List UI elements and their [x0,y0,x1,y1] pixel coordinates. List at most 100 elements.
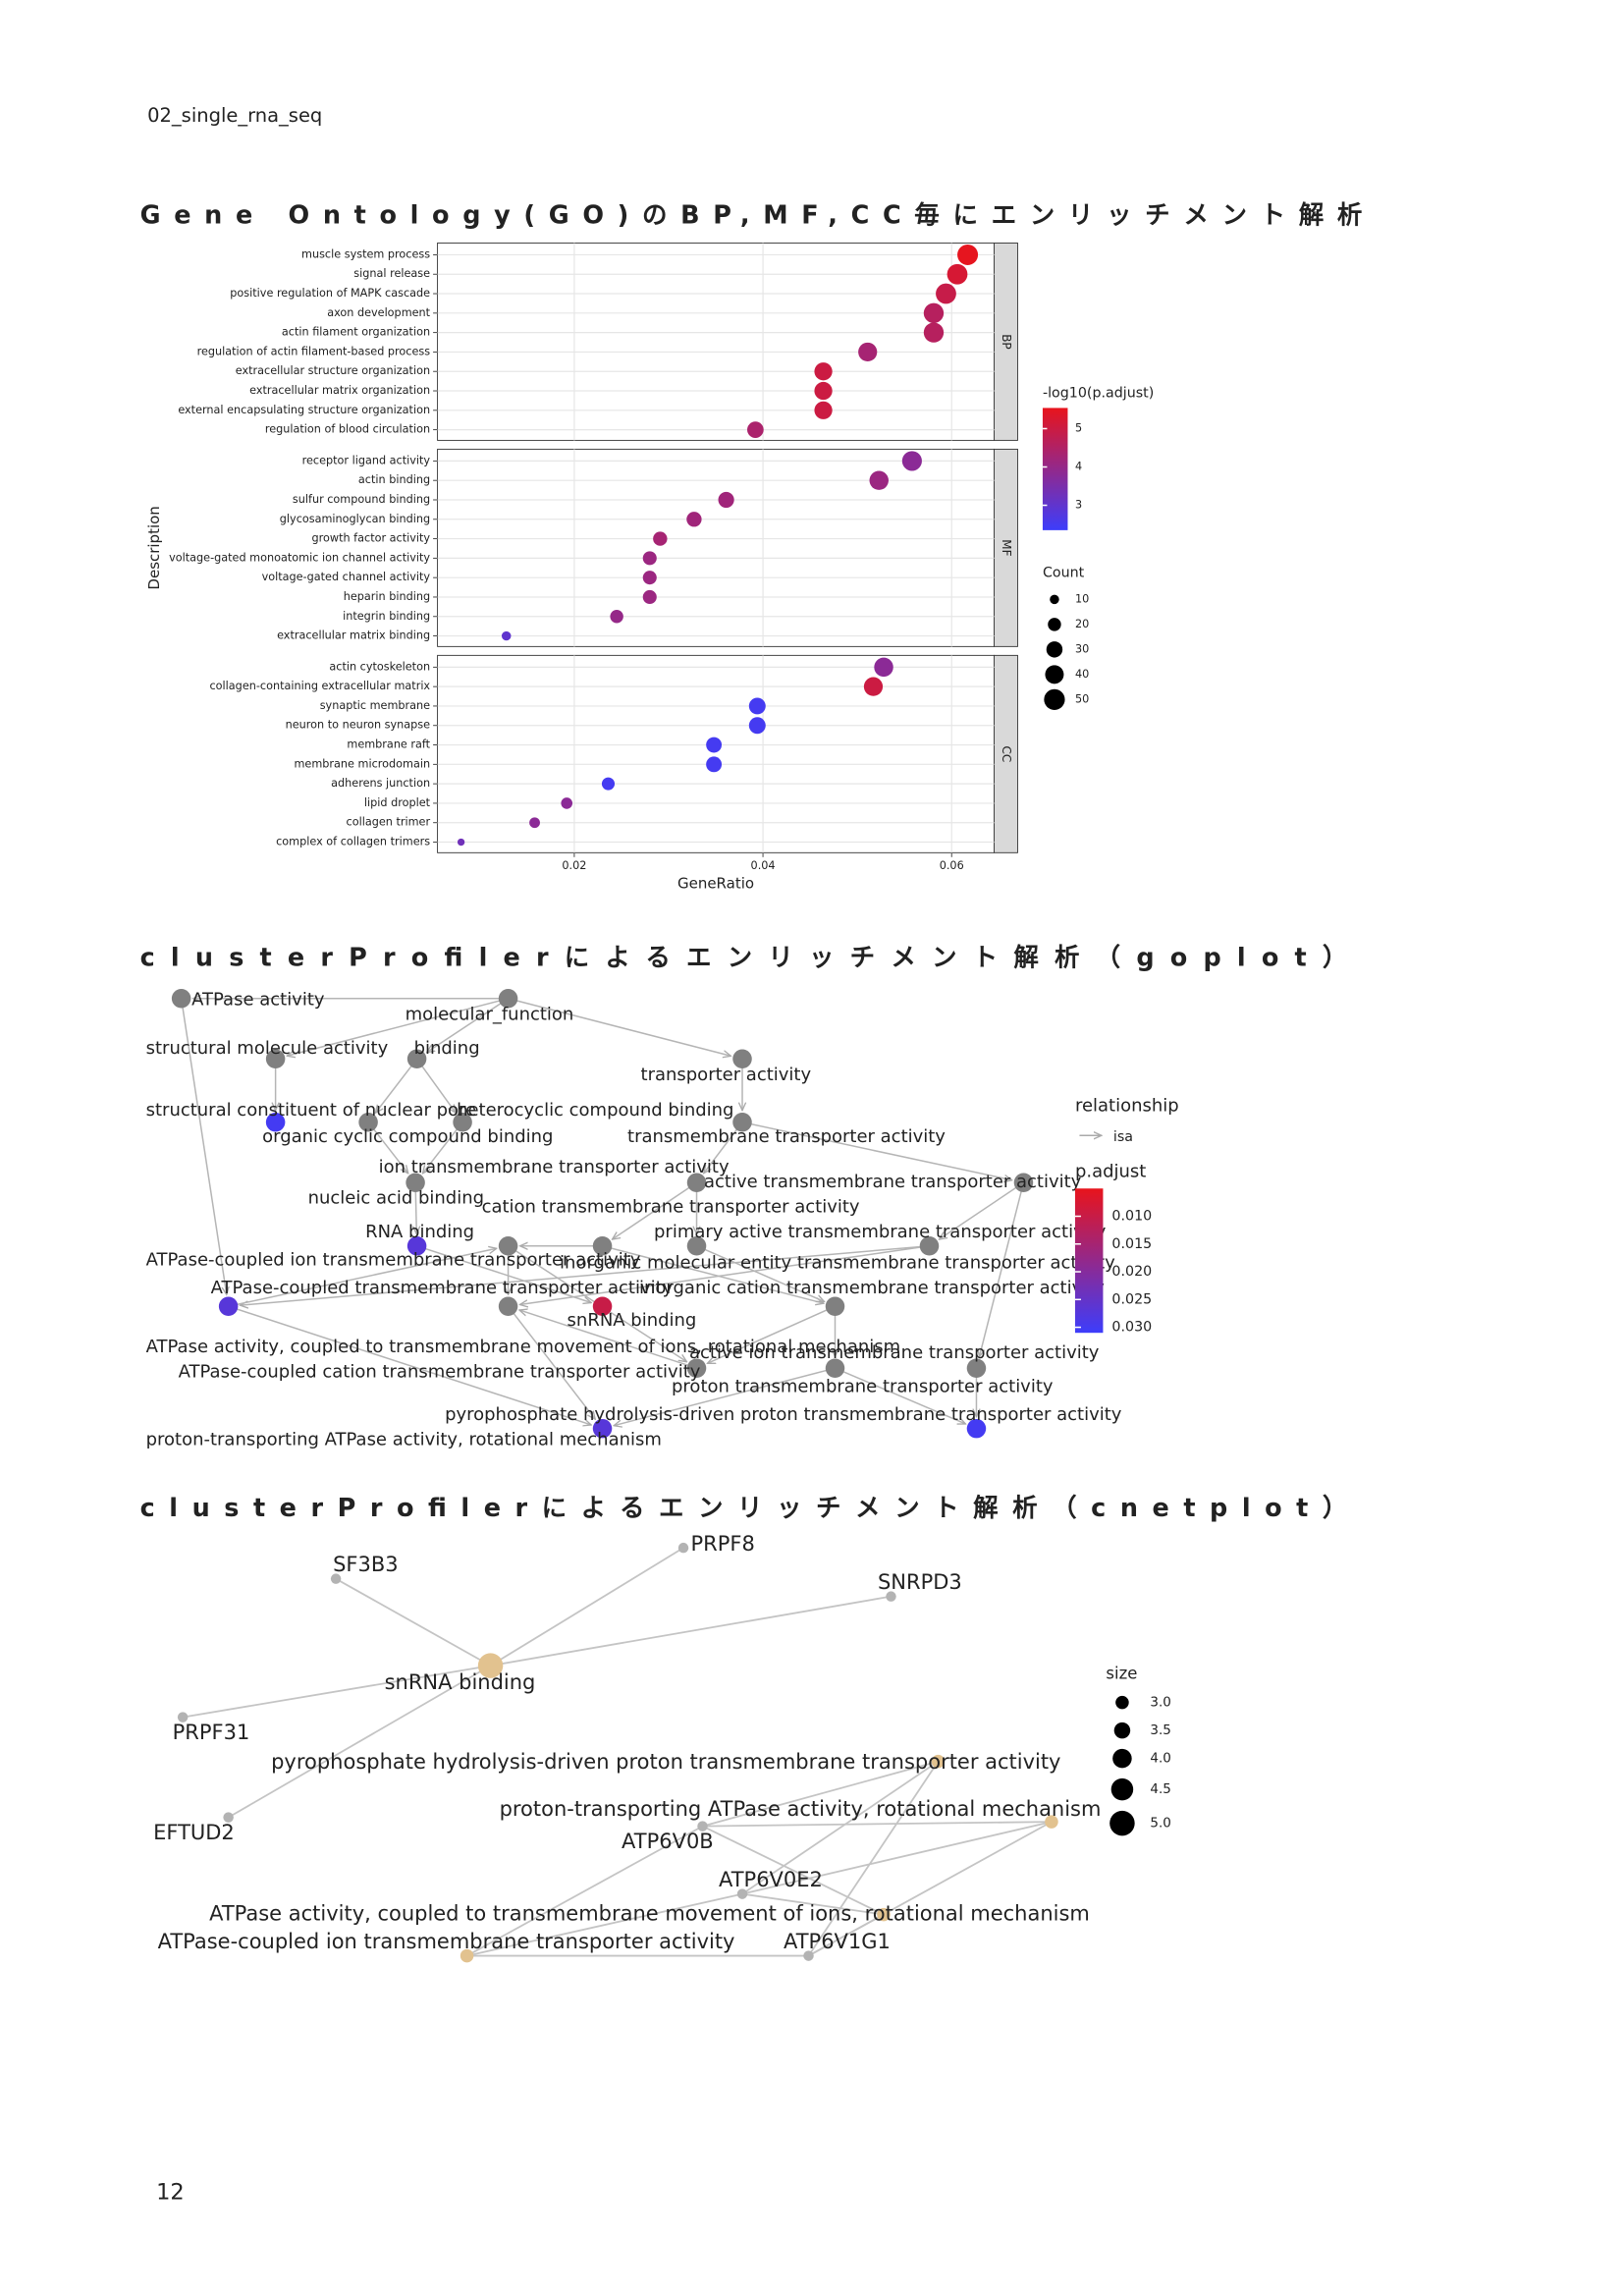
edge [287,998,509,1056]
x-axis-title: GeneRatio [677,874,754,892]
size-key [1044,688,1065,710]
go-node [265,1049,286,1069]
dot [947,263,968,285]
go-node-label: active ion transmembrane transporter act… [689,1342,1100,1363]
go-node-label: binding [414,1038,480,1059]
go-node [732,1113,752,1132]
y-axis-title: Description [145,506,163,589]
gene-label: PRPF8 [691,1532,755,1556]
dot [706,756,723,773]
edge [519,1310,697,1369]
dot [718,491,734,509]
go-node [686,1358,707,1378]
edge [614,1367,836,1425]
size-key-label: 3.0 [1150,1695,1170,1711]
y-tick-label: positive regulation of MAPK cascade [230,287,430,300]
y-tick-label: collagen-containing extracellular matrix [210,680,431,692]
y-tick-label: actin binding [358,473,430,486]
go-node [498,1296,518,1316]
go-node [592,1296,613,1316]
gene-node [330,1573,342,1584]
go-node-label: structural molecule activity [146,1038,389,1059]
colorbar-label: 0.020 [1111,1264,1152,1280]
go-node [966,1418,987,1439]
legend-title: relationship [1075,1095,1179,1116]
legend-label: isa [1113,1129,1133,1145]
edge [241,1244,930,1305]
colorbar [1042,408,1068,530]
y-tick-label: actin filament organization [282,326,430,339]
panel-background [437,448,995,647]
edge [696,1245,825,1302]
edge [939,1181,1024,1239]
size-key-label: 5.0 [1150,1816,1170,1831]
y-tick-label: complex of collagen trimers [276,836,430,848]
y-tick-label: regulation of actin filament-based proce… [197,345,431,357]
go-node-label: pyrophosphate hydrolysis-driven proton t… [445,1404,1122,1425]
category-node [477,1653,504,1678]
go-node-label: cation transmembrane transporter activit… [482,1197,860,1218]
edge [228,1305,592,1425]
edge [415,1058,456,1113]
go-node-label: RNA binding [365,1222,474,1242]
go-node-label: organic cyclic compound binding [262,1126,553,1147]
size-key [1109,1810,1135,1836]
go-node-label: transmembrane transporter activity [627,1126,946,1147]
go-node-label: active transmembrane transporter activit… [704,1172,1082,1192]
dot [814,401,833,419]
colorbar-label: 0.030 [1111,1320,1152,1336]
dot [642,571,657,585]
gene-node [736,1888,748,1899]
y-tick-label: glycosaminoglycan binding [280,513,430,525]
edge [741,1121,1012,1180]
legend-title: -log10(p.adjust) [1043,385,1154,401]
gene-label: ATP6V0E2 [719,1868,823,1891]
dot [642,589,657,605]
facet-label: MF [1000,539,1013,556]
category-node [1045,1815,1058,1829]
gene-label: ATP6V1G1 [784,1930,891,1953]
size-key [1112,1748,1132,1769]
category-label: ATPase activity, coupled to transmembran… [209,1902,1090,1926]
go-node-label: nucleic acid binding [308,1188,484,1209]
y-tick-label: sulfur compound binding [293,493,430,506]
go-node-label: molecular_function [406,1004,574,1024]
go-node-label: transporter activity [641,1065,812,1085]
colorbar-label: 4 [1075,461,1082,473]
edge [427,998,509,1053]
y-tick-label: regulation of blood circulation [265,423,430,436]
go-node-label: ATPase-coupled ion transmembrane transpo… [146,1250,641,1271]
colorbar-label: 0.015 [1111,1236,1152,1252]
size-key-label: 40 [1075,668,1089,681]
dot [747,421,764,438]
dot [814,381,833,401]
edge [416,1245,592,1303]
running-header: 02_single_rna_seq [147,104,322,127]
edge [507,1305,596,1419]
size-key-label: 3.5 [1150,1722,1170,1738]
go-node [686,1235,707,1256]
dot [642,551,657,566]
go-node [1013,1173,1034,1192]
go-node-label: structural constituent of nuclear pore [146,1100,476,1121]
colorbar [1074,1188,1104,1334]
section-heading: clusterProfilerによるエンリッチメント解析（cnetplot） [140,1494,1348,1523]
legend-title: p.adjust [1075,1162,1146,1182]
y-tick-label: synaptic membrane [320,699,430,712]
y-tick-label: membrane raft [347,738,430,751]
dot [874,657,893,678]
size-key [1115,1695,1129,1710]
dot [457,838,465,847]
go-node [966,1358,987,1378]
colorbar-label: 0.025 [1111,1291,1152,1307]
size-key-label: 4.5 [1150,1781,1170,1797]
edge [375,1058,418,1113]
dot [686,512,702,527]
gene-label: SNRPD3 [878,1570,962,1594]
go-node [498,1235,518,1256]
dot [501,630,512,641]
go-node-label: ATPase activity, coupled to transmembran… [146,1337,901,1357]
dot [901,451,922,471]
go-node-label: heterocyclic compound binding [457,1100,733,1121]
gene-node [803,1950,814,1961]
